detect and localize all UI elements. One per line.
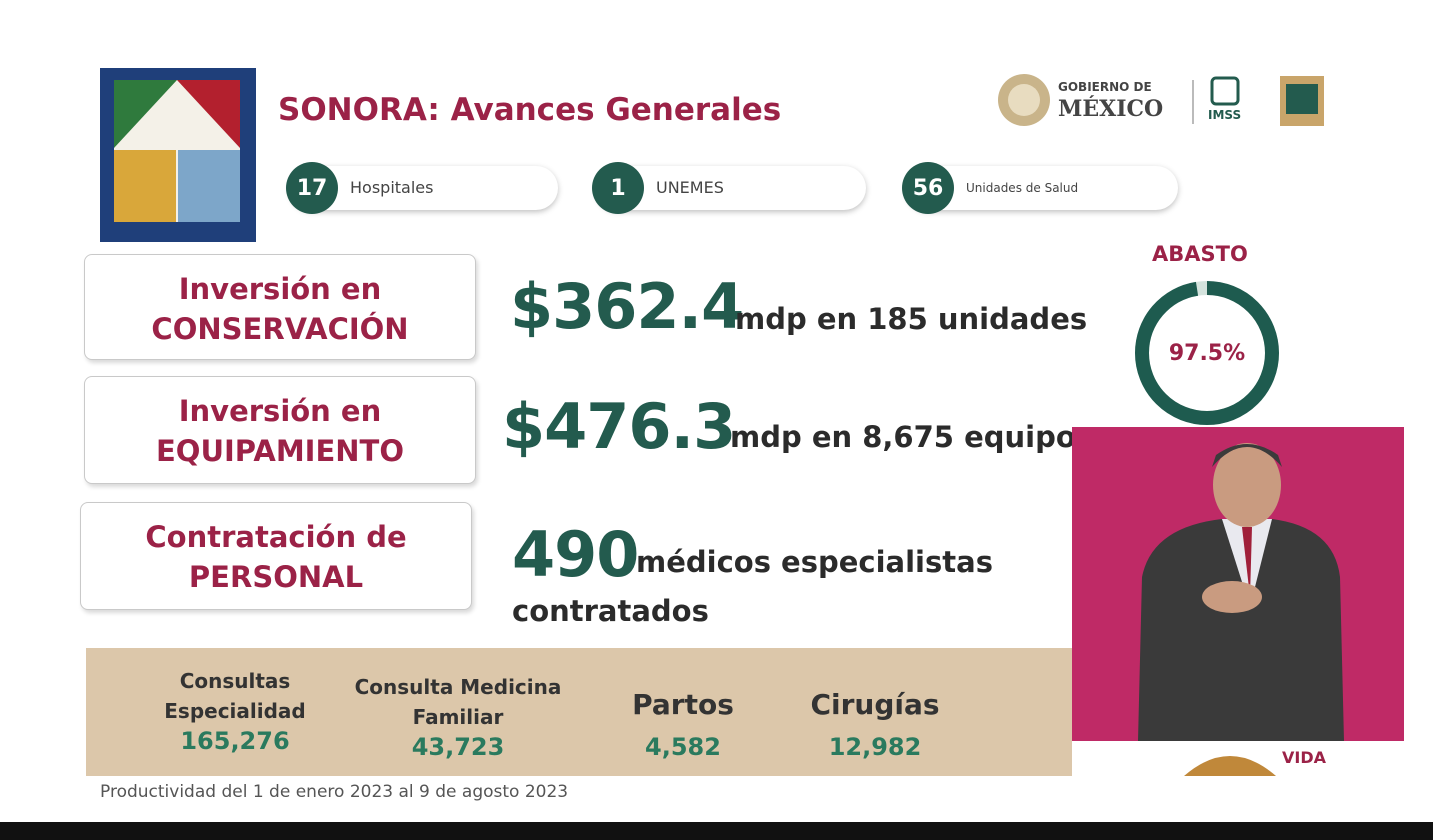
detail: mdp en 185 unidades (735, 302, 1088, 336)
row-title-box: Inversión en CONSERVACIÓN (84, 254, 476, 360)
state-shield (100, 68, 256, 242)
divider (1192, 80, 1194, 124)
stats-band (86, 648, 1072, 776)
imss-logo: IMSS (1208, 108, 1242, 122)
row-title: EQUIPAMIENTO (155, 434, 404, 468)
amount: $476.3 (502, 390, 736, 463)
gov-emblem (998, 74, 1050, 126)
row-title: Contratación de (145, 520, 407, 554)
anniversary-logo (1280, 76, 1324, 126)
bottom-bar (0, 822, 1433, 840)
row-title-box: Contratación de PERSONAL (80, 502, 472, 610)
row-title: Inversión en (178, 394, 382, 428)
detail: médicos especialistas (636, 545, 993, 579)
count: 1 (592, 162, 644, 214)
summary-pill: 17 Hospitales (286, 162, 558, 214)
label: Unidades de Salud (966, 181, 1079, 195)
stat: Consulta Medicina Familiar 43,723 (340, 672, 576, 762)
stat-label: Consulta Medicina Familiar (354, 675, 562, 729)
title: SONORA: Avances Generales (278, 92, 782, 128)
footnote: Productividad del 1 de enero 2023 al 9 d… (100, 782, 569, 802)
stat: Cirugías 12,982 (790, 684, 960, 768)
corner-emblem (1184, 756, 1276, 776)
count: 17 (286, 162, 338, 214)
abasto-donut: 97.5% (1135, 281, 1279, 425)
detail: contratados (512, 594, 709, 628)
row-title-box: Inversión en EQUIPAMIENTO (84, 376, 476, 484)
amount: $362.4 (510, 270, 744, 343)
video-inset (1072, 427, 1404, 741)
detail: mdp en 8,675 equipos (730, 420, 1094, 454)
abasto-title: ABASTO (1152, 242, 1248, 266)
summary-pill: 1 UNEMES (592, 162, 866, 214)
stat-value: 4,582 (645, 733, 721, 761)
gov-logo-main: MÉXICO (1058, 96, 1164, 122)
corner-logo: VIDA (1282, 748, 1326, 767)
stat-value: 43,723 (411, 733, 505, 761)
count: 56 (902, 162, 954, 214)
label: UNEMES (656, 178, 724, 197)
stat-label: Partos (632, 688, 734, 721)
row-title: Inversión en (178, 272, 382, 306)
imss-emblem (1210, 76, 1240, 106)
summary-pill: 56 Unidades de Salud (902, 162, 1178, 214)
row-title: CONSERVACIÓN (151, 312, 409, 346)
stat-label: Consultas Especialidad (164, 669, 306, 723)
stat-label: Cirugías (810, 688, 940, 721)
stat: Consultas Especialidad 165,276 (150, 666, 320, 756)
abasto-label: 97.5% (1169, 341, 1245, 366)
label: Hospitales (350, 178, 434, 197)
stat-value: 165,276 (180, 727, 290, 755)
amount: 490 (512, 518, 639, 591)
row-title: PERSONAL (188, 560, 364, 594)
donut-arc (1135, 281, 1279, 425)
gov-logo-top: GOBIERNO DE (1058, 80, 1152, 94)
stat: Partos 4,582 (610, 684, 756, 768)
stat-value: 12,982 (828, 733, 922, 761)
